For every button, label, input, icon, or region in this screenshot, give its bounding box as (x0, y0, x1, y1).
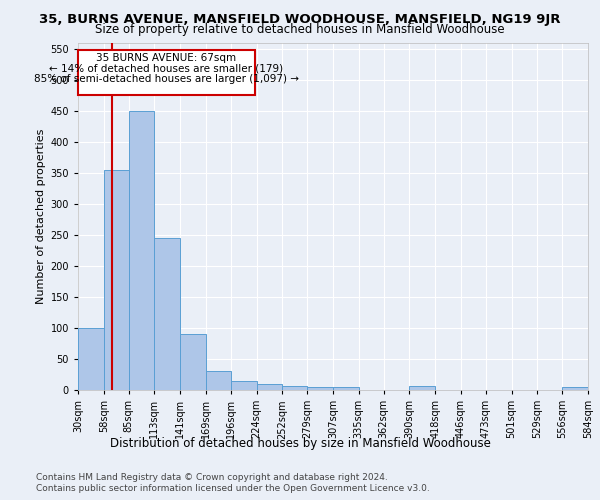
Bar (333, 387, 359, 390)
Text: ← 14% of detached houses are smaller (179): ← 14% of detached houses are smaller (17… (49, 64, 283, 74)
Bar (104, 170, 128, 390)
Bar (180, 334, 206, 390)
Text: 35, BURNS AVENUE, MANSFIELD WOODHOUSE, MANSFIELD, NG19 9JR: 35, BURNS AVENUE, MANSFIELD WOODHOUSE, M… (39, 12, 561, 26)
Bar (257, 384, 283, 390)
Text: Contains HM Land Registry data © Crown copyright and database right 2024.: Contains HM Land Registry data © Crown c… (36, 472, 388, 482)
Text: 85% of semi-detached houses are larger (1,097) →: 85% of semi-detached houses are larger (… (34, 74, 299, 84)
Bar (154, 238, 180, 390)
Text: Contains public sector information licensed under the Open Government Licence v3: Contains public sector information licen… (36, 484, 430, 493)
Text: Size of property relative to detached houses in Mansfield Woodhouse: Size of property relative to detached ho… (95, 22, 505, 36)
Bar (409, 386, 435, 390)
FancyBboxPatch shape (78, 50, 255, 95)
Bar (283, 386, 307, 390)
Text: Distribution of detached houses by size in Mansfield Woodhouse: Distribution of detached houses by size … (110, 438, 490, 450)
Bar (206, 372, 231, 390)
Text: 35 BURNS AVENUE: 67sqm: 35 BURNS AVENUE: 67sqm (97, 53, 236, 63)
Bar (128, 111, 154, 390)
Bar (307, 387, 333, 390)
Bar (231, 380, 257, 390)
Bar (78, 328, 104, 390)
Y-axis label: Number of detached properties: Number of detached properties (36, 128, 46, 304)
Bar (562, 387, 588, 390)
